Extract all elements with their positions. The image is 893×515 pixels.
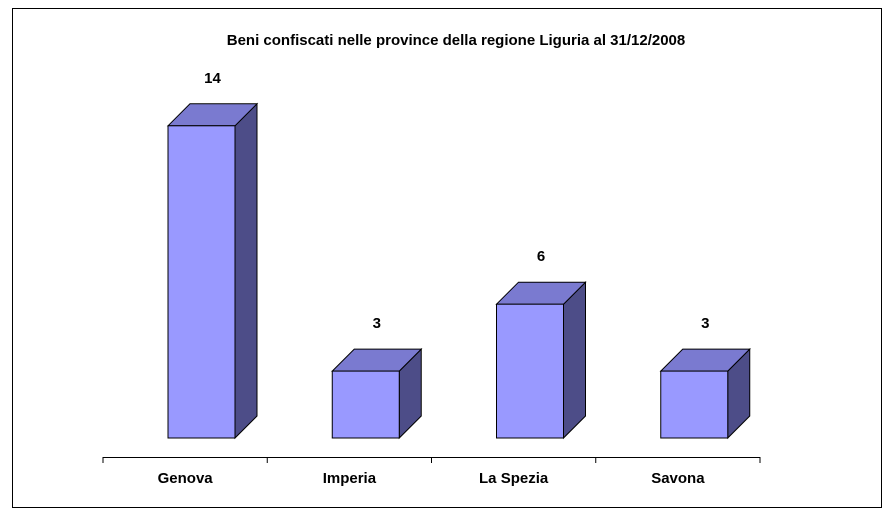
bar <box>660 370 729 439</box>
x-tick-label: La Spezia <box>479 470 549 487</box>
bar-side <box>234 102 258 440</box>
chart-border <box>12 8 882 508</box>
x-tick-label: Genova <box>158 470 214 487</box>
data-label: 6 <box>537 248 545 265</box>
data-label: 3 <box>701 315 709 332</box>
bar <box>496 303 564 439</box>
x-tick-label: Savona <box>651 470 705 487</box>
data-label: 14 <box>204 70 221 87</box>
x-tick-label: Imperia <box>323 470 377 487</box>
bar <box>331 370 400 439</box>
chart-title: Beni confiscati nelle province della reg… <box>227 32 686 49</box>
bar <box>167 125 236 439</box>
data-label: 3 <box>373 315 381 332</box>
bar-side <box>563 280 586 440</box>
